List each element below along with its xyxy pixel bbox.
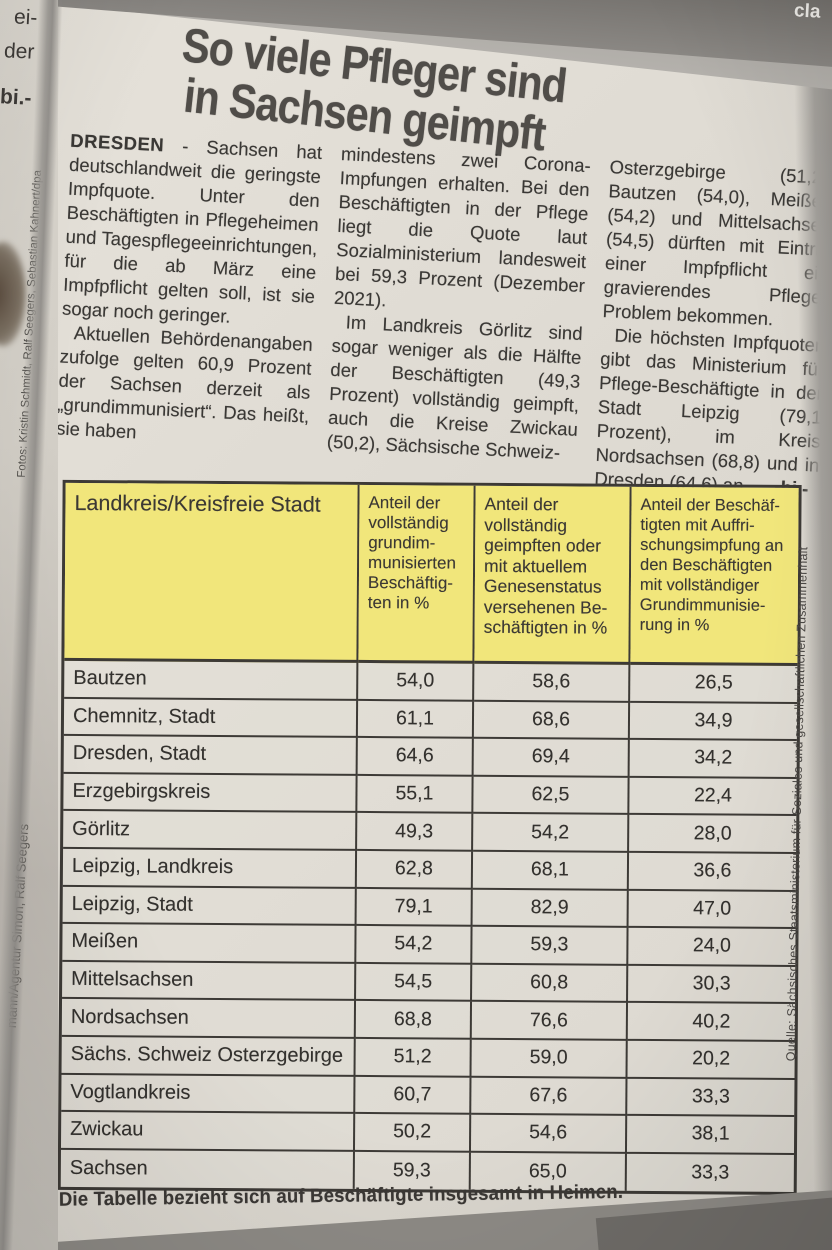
table-header-col2: Anteil der vollständig geimpften oder mi… [474, 485, 632, 665]
masthead-fragment: cla [793, 0, 821, 23]
value-col1: 54,2 [356, 926, 473, 965]
value-col3: 47,0 [628, 890, 796, 930]
district-name: Dresden, Stadt [63, 736, 358, 776]
district-name: Leipzig, Stadt [62, 886, 357, 927]
adjacent-column-fragment: ei- [13, 5, 38, 30]
value-col1: 60,7 [355, 1076, 472, 1115]
table-body: Bautzen 54,0 58,6 26,5 Chemnitz, Stadt 61,1 68… [60, 660, 798, 1192]
value-col3: 34,9 [629, 702, 798, 742]
value-col2: 68,1 [472, 851, 630, 891]
value-col3: 28,0 [629, 815, 797, 854]
value-col3: 30,3 [628, 965, 796, 1005]
value-col3: 36,6 [628, 852, 797, 892]
value-col2: 62,5 [473, 776, 630, 816]
table-row: Vogtlandkreis 60,7 67,6 33,3 [61, 1074, 795, 1118]
table-row: Sächs. Schweiz Osterzgebirge 51,2 59,0 20,2 [61, 1036, 795, 1080]
value-col1: 64,6 [357, 738, 474, 777]
value-col2: 67,6 [471, 1077, 628, 1116]
value-col2: 60,8 [472, 964, 629, 1004]
table-row: Bautzen 54,0 58,6 26,5 [64, 660, 798, 704]
adjacent-column-fragment: der [3, 39, 35, 64]
value-col1: 50,2 [354, 1114, 472, 1153]
adjacent-column-fragment: bi.- [0, 85, 33, 110]
district-name: Mittelsachsen [62, 961, 357, 1002]
article-column-2: mindestens zwei Corona-Impfungen erhalte… [325, 142, 591, 490]
value-col2: 82,9 [472, 889, 629, 928]
table-row: Leipzig, Stadt 79,1 82,9 47,0 [62, 886, 796, 930]
table-row: Nordsachsen 68,8 76,6 40,2 [61, 999, 796, 1042]
value-col3: 22,4 [629, 777, 797, 817]
article-paragraph: Die höchsten Impfquoten gibt das Ministe… [594, 323, 826, 502]
article-paragraph: DRESDEN - Sachsen hat deutschlandweit di… [62, 129, 323, 333]
table-header-row: Landkreis/Kreisfreie Stadt Anteil der vol… [64, 482, 799, 666]
table-row: Görlitz 49,3 54,2 28,0 [63, 811, 797, 854]
article-paragraph: Aktuellen Behördenangaben zufolge gelten… [55, 322, 314, 443]
article-paragraph: mindestens zwei Corona-Impfungen erhalte… [333, 143, 592, 311]
value-col2: 54,2 [473, 814, 630, 853]
value-col3: 38,1 [626, 1115, 795, 1155]
value-col1: 61,1 [357, 700, 475, 739]
value-col2: 58,6 [474, 663, 631, 703]
value-col1: 68,8 [355, 1001, 473, 1040]
value-col2: 54,6 [470, 1114, 628, 1154]
paragraph-text: Die höchsten Impfquoten gibt das Ministe… [593, 324, 826, 497]
district-name: Vogtlandkreis [61, 1074, 356, 1115]
article-paragraph: Im Landkreis Görlitz sind sogar weniger … [326, 311, 584, 464]
paragraph-text: - Sachsen hat deutschlandweit die gering… [61, 134, 323, 327]
table-row: Meißen 54,2 59,3 24,0 [62, 924, 796, 967]
value-col1: 62,8 [356, 850, 474, 890]
value-col3: 26,5 [630, 664, 798, 704]
value-col1: 54,0 [358, 662, 475, 702]
value-col1: 51,2 [355, 1038, 472, 1078]
table-header-col1: Anteil der vollständig grundim- munisier… [358, 484, 476, 664]
dateline: DRESDEN [69, 129, 165, 156]
table-row: Chemnitz, Stadt 61,1 68,6 34,9 [63, 698, 798, 742]
value-col3: 33,3 [627, 1078, 795, 1118]
value-col3: 40,2 [627, 1003, 796, 1042]
value-col2: 59,0 [471, 1039, 628, 1079]
value-col3: 20,2 [627, 1040, 795, 1080]
value-col2: 76,6 [471, 1002, 629, 1041]
table-row: Erzgebirgskreis 55,1 62,5 22,4 [63, 773, 797, 817]
newspaper-sheet: So viele Pfleger sind in Sachsen geimpft… [8, 0, 832, 1250]
photo-edge-fragment [0, 242, 26, 346]
table-header-col0: Landkreis/Kreisfreie Stadt [64, 482, 360, 663]
district-name: Sächs. Schweiz Osterzgebirge [61, 1036, 356, 1077]
district-name: Nordsachsen [61, 999, 357, 1039]
district-name: Bautzen [64, 660, 359, 701]
district-name: Erzgebirgskreis [63, 773, 358, 814]
article-body: DRESDEN - Sachsen hat deutschlandweit di… [55, 129, 832, 502]
article-column-1: DRESDEN - Sachsen hat deutschlandweit di… [55, 129, 323, 477]
district-name: Meißen [62, 924, 357, 964]
value-col3: 24,0 [628, 927, 796, 967]
table-row: Leipzig, Landkreis 62,8 68,1 36,6 [62, 848, 797, 892]
value-col1: 54,5 [356, 963, 473, 1003]
table-header-col3: Anteil der Beschäf- tigten mit Auffri- s… [630, 486, 799, 666]
value-col1: 49,3 [357, 813, 474, 852]
district-name: Zwickau [60, 1111, 356, 1152]
district-name: Leipzig, Landkreis [62, 848, 358, 889]
table-row: Zwickau 50,2 54,6 38,1 [60, 1111, 795, 1155]
table-row: Dresden, Stadt 64,6 69,4 34,2 [63, 736, 797, 779]
value-col1: 55,1 [357, 775, 474, 815]
value-col3: 34,2 [629, 740, 797, 779]
value-col3: 33,3 [691, 1161, 730, 1184]
district-name: Sachsen [60, 1149, 355, 1190]
table-row: Mittelsachsen 54,5 60,8 30,3 [62, 961, 796, 1005]
value-col1: 79,1 [356, 888, 473, 927]
value-col2: 68,6 [473, 701, 631, 741]
vaccination-table: Landkreis/Kreisfreie Stadt Anteil der vol… [57, 479, 802, 1196]
district-name: Chemnitz, Stadt [63, 698, 359, 739]
value-col2: 59,3 [472, 926, 629, 966]
value-col2: 69,4 [473, 738, 630, 778]
district-name: Görlitz [63, 811, 358, 851]
